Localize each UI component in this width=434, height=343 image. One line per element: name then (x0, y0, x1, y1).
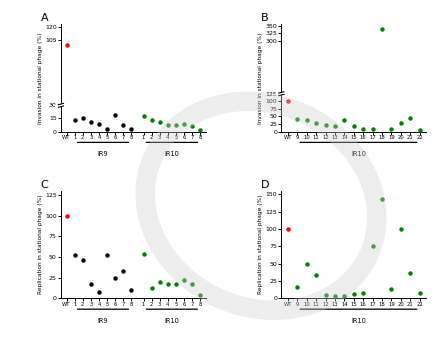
Text: IR10: IR10 (164, 318, 179, 324)
Y-axis label: Replication in stational phage (%): Replication in stational phage (%) (38, 195, 43, 294)
Text: IR10: IR10 (350, 151, 365, 157)
Text: IR9: IR9 (98, 318, 108, 324)
Text: IR10: IR10 (350, 318, 365, 324)
Y-axis label: Invasion in stational phage (%): Invasion in stational phage (%) (38, 32, 43, 123)
Text: B: B (260, 13, 268, 23)
Text: IR9: IR9 (98, 151, 108, 157)
Text: D: D (260, 180, 269, 190)
Y-axis label: Invasion in stational phage (%): Invasion in stational phage (%) (258, 32, 263, 123)
Text: IR10: IR10 (164, 151, 179, 157)
Text: C: C (40, 180, 48, 190)
Text: A: A (40, 13, 48, 23)
Y-axis label: Replication in stational phage (%): Replication in stational phage (%) (258, 195, 263, 294)
